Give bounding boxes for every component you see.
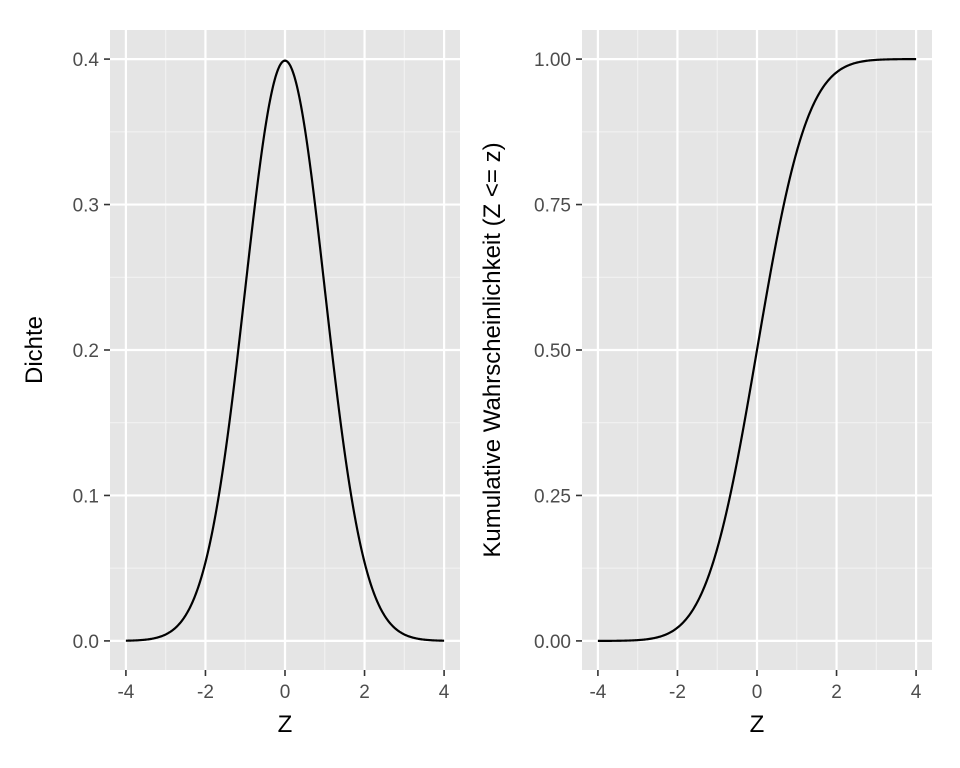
cdf-x-tick-label: 0 [752, 682, 763, 703]
cdf-y-tick-label: 0.75 [534, 196, 571, 217]
cdf-x-tick-label: -2 [669, 682, 686, 703]
cdf-curve [597, 58, 917, 642]
cdf-x-tick-label: 2 [831, 682, 842, 703]
density-y-axis-title: Dichte [21, 316, 48, 384]
density-x-tick-label: -4 [117, 682, 134, 703]
density-y-tick-label: 0.0 [73, 632, 99, 653]
cdf-y-tick-label: 0.50 [534, 341, 571, 362]
cdf-x-tick-label: -4 [589, 682, 606, 703]
density-y-tick-label: 0.1 [73, 486, 99, 507]
density-y-tick-label: 0.2 [73, 341, 99, 362]
density-panel: -4 -2 0 2 4 0.0 0.1 0.2 0.3 0.4 Z Dichte [21, 30, 460, 738]
cdf-panel: -4 -2 0 2 4 0.00 0.25 0.50 0.75 1.00 Z Kumulative W… [479, 30, 932, 738]
cdf-y-tick-label: 1.00 [534, 50, 571, 71]
density-x-axis-title: Z [278, 711, 293, 738]
density-y-tick-label: 0.4 [73, 50, 100, 71]
density-x-tick-label: 0 [280, 682, 291, 703]
density-y-tick-label: 0.3 [73, 196, 99, 217]
cdf-y-tick-label: 0.25 [534, 486, 571, 507]
density-x-tick-label: 4 [439, 682, 450, 703]
cdf-y-tick-label: 0.00 [534, 632, 571, 653]
density-curve [125, 59, 445, 642]
density-x-tick-label: 2 [359, 682, 370, 703]
density-x-tick-label: -2 [197, 682, 214, 703]
cdf-x-tick-label: 4 [911, 682, 922, 703]
cdf-y-axis-title: Kumulative Wahrscheinlichkeit (Z <= z) [479, 142, 506, 557]
cdf-x-axis-title: Z [750, 711, 765, 738]
